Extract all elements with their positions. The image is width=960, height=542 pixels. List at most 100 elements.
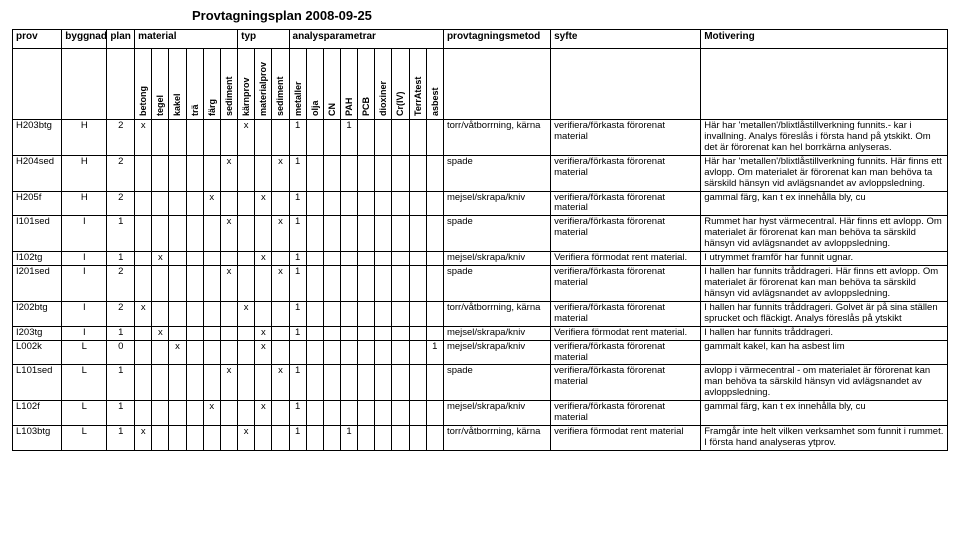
cell xyxy=(358,155,375,191)
cell xyxy=(392,216,409,252)
cell xyxy=(135,365,152,401)
cell xyxy=(409,266,426,302)
cell xyxy=(409,326,426,340)
cell xyxy=(238,155,255,191)
cell xyxy=(220,426,237,451)
cell xyxy=(340,155,357,191)
cell xyxy=(238,191,255,216)
cell xyxy=(306,401,323,426)
cell xyxy=(169,301,186,326)
cell xyxy=(306,365,323,401)
cell xyxy=(255,266,272,302)
cell: x xyxy=(135,120,152,156)
cell xyxy=(358,426,375,451)
cell xyxy=(272,326,289,340)
cell: I xyxy=(62,301,107,326)
cell xyxy=(358,191,375,216)
cell xyxy=(323,252,340,266)
cell: 1 xyxy=(340,120,357,156)
cell xyxy=(238,252,255,266)
cell xyxy=(152,266,169,302)
col-syfte: syfte xyxy=(551,30,701,49)
cell xyxy=(323,266,340,302)
cell xyxy=(375,326,392,340)
cell xyxy=(392,120,409,156)
cell xyxy=(272,252,289,266)
cell: H203btg xyxy=(13,120,62,156)
cell xyxy=(375,191,392,216)
sub-metaller: metaller xyxy=(289,49,306,120)
cell xyxy=(152,340,169,365)
cell xyxy=(409,301,426,326)
cell xyxy=(255,426,272,451)
cell xyxy=(323,216,340,252)
cell xyxy=(272,191,289,216)
table-row: H204sedH2xx1spadeverifiera/förkasta föro… xyxy=(13,155,948,191)
cell xyxy=(375,426,392,451)
cell xyxy=(169,401,186,426)
cell xyxy=(238,266,255,302)
cell: I hallen har funnits tråddrageri. Golvet… xyxy=(701,301,948,326)
col-prov: prov xyxy=(13,30,62,49)
col-plan: plan xyxy=(107,30,135,49)
cell xyxy=(306,340,323,365)
cell xyxy=(135,340,152,365)
cell: avlopp i värmecentral - om materialet är… xyxy=(701,365,948,401)
cell xyxy=(135,401,152,426)
cell xyxy=(306,191,323,216)
sub-tegel: tegel xyxy=(152,49,169,120)
cell: x xyxy=(255,252,272,266)
cell: x xyxy=(272,266,289,302)
cell: x xyxy=(152,252,169,266)
cell xyxy=(152,155,169,191)
cell xyxy=(426,301,443,326)
cell xyxy=(392,340,409,365)
cell xyxy=(186,191,203,216)
cell xyxy=(358,216,375,252)
cell: 2 xyxy=(107,301,135,326)
cell xyxy=(323,365,340,401)
cell xyxy=(152,426,169,451)
cell xyxy=(426,216,443,252)
sub-cn: CN xyxy=(323,49,340,120)
cell xyxy=(426,326,443,340)
cell: 2 xyxy=(107,120,135,156)
cell: I102tg xyxy=(13,252,62,266)
cell xyxy=(203,365,220,401)
table-row: I201sedI2xx1spadeverifiera/förkasta föro… xyxy=(13,266,948,302)
cell: Framgår inte helt vilken verksamhet som … xyxy=(701,426,948,451)
cell xyxy=(306,426,323,451)
col-byggnad: byggnad xyxy=(62,30,107,49)
col-metod: provtagningsmetod xyxy=(443,30,550,49)
cell xyxy=(306,266,323,302)
cell xyxy=(203,120,220,156)
cell: x xyxy=(169,340,186,365)
cell xyxy=(186,155,203,191)
cell xyxy=(426,155,443,191)
table-row: L002kL0xx1mejsel/skrapa/knivverifiera/fö… xyxy=(13,340,948,365)
cell: x xyxy=(238,301,255,326)
sub-asbest: asbest xyxy=(426,49,443,120)
cell xyxy=(340,216,357,252)
cell: x xyxy=(255,326,272,340)
col-motivering: Motivering xyxy=(701,30,948,49)
cell xyxy=(323,120,340,156)
table-row: L103btgL1xx11torr/våtborrning, kärnaveri… xyxy=(13,426,948,451)
sub-olja: olja xyxy=(306,49,323,120)
cell: verifiera/förkasta förorenat material xyxy=(551,401,701,426)
cell xyxy=(272,120,289,156)
cell: Verifiera förmodat rent material. xyxy=(551,326,701,340)
cell: Här har 'metallen'/blixtlåstillverkning … xyxy=(701,155,948,191)
cell: mejsel/skrapa/kniv xyxy=(443,191,550,216)
cell xyxy=(392,301,409,326)
cell: H205f xyxy=(13,191,62,216)
cell xyxy=(220,401,237,426)
cell xyxy=(272,301,289,326)
cell xyxy=(152,401,169,426)
cell: x xyxy=(272,365,289,401)
cell: verifiera/förkasta förorenat material xyxy=(551,266,701,302)
sub-tra: trä xyxy=(186,49,203,120)
cell xyxy=(323,340,340,365)
cell xyxy=(426,426,443,451)
cell xyxy=(409,340,426,365)
